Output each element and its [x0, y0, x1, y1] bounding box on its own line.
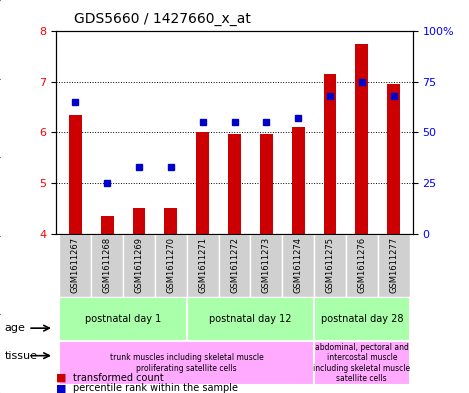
- FancyBboxPatch shape: [250, 233, 282, 297]
- FancyBboxPatch shape: [60, 233, 91, 297]
- FancyBboxPatch shape: [91, 233, 123, 297]
- Bar: [197, 132, 209, 233]
- Text: ■: ■: [56, 373, 67, 383]
- Bar: [324, 74, 336, 233]
- Bar: [387, 84, 400, 233]
- Bar: [101, 216, 113, 233]
- Bar: [165, 208, 177, 233]
- Bar: [356, 44, 368, 233]
- Text: GSM1611273: GSM1611273: [262, 237, 271, 293]
- FancyBboxPatch shape: [314, 233, 346, 297]
- FancyBboxPatch shape: [378, 233, 409, 297]
- Text: postnatal day 1: postnatal day 1: [85, 314, 161, 324]
- Text: ■: ■: [56, 383, 67, 393]
- Bar: [228, 134, 241, 233]
- Text: postnatal day 12: postnatal day 12: [209, 314, 292, 324]
- Text: GSM1611271: GSM1611271: [198, 237, 207, 293]
- Text: GSM1611267: GSM1611267: [71, 237, 80, 293]
- Text: age: age: [5, 323, 26, 333]
- FancyBboxPatch shape: [123, 233, 155, 297]
- Text: GSM1611274: GSM1611274: [294, 237, 303, 293]
- FancyBboxPatch shape: [314, 341, 409, 385]
- Text: GSM1611276: GSM1611276: [357, 237, 366, 293]
- Text: GDS5660 / 1427660_x_at: GDS5660 / 1427660_x_at: [74, 12, 251, 26]
- Text: postnatal day 28: postnatal day 28: [320, 314, 403, 324]
- Bar: [133, 208, 145, 233]
- Text: GSM1611268: GSM1611268: [103, 237, 112, 293]
- Text: tissue: tissue: [5, 351, 38, 361]
- FancyBboxPatch shape: [187, 297, 314, 341]
- Bar: [260, 134, 272, 233]
- Text: abdominal, pectoral and
intercostal muscle
including skeletal muscle
satellite c: abdominal, pectoral and intercostal musc…: [313, 343, 410, 383]
- FancyBboxPatch shape: [282, 233, 314, 297]
- FancyBboxPatch shape: [219, 233, 250, 297]
- Text: trunk muscles including skeletal muscle
proliferating satellite cells: trunk muscles including skeletal muscle …: [110, 353, 264, 373]
- FancyBboxPatch shape: [155, 233, 187, 297]
- Text: GSM1611272: GSM1611272: [230, 237, 239, 293]
- Bar: [292, 127, 304, 233]
- Bar: [69, 115, 82, 233]
- Text: GSM1611270: GSM1611270: [166, 237, 175, 293]
- FancyBboxPatch shape: [60, 297, 187, 341]
- Text: GSM1611269: GSM1611269: [135, 237, 144, 293]
- Text: GSM1611275: GSM1611275: [325, 237, 334, 293]
- FancyBboxPatch shape: [314, 297, 409, 341]
- Text: percentile rank within the sample: percentile rank within the sample: [73, 383, 238, 393]
- Text: transformed count: transformed count: [73, 373, 163, 383]
- FancyBboxPatch shape: [346, 233, 378, 297]
- FancyBboxPatch shape: [60, 341, 314, 385]
- FancyBboxPatch shape: [187, 233, 219, 297]
- Text: GSM1611277: GSM1611277: [389, 237, 398, 293]
